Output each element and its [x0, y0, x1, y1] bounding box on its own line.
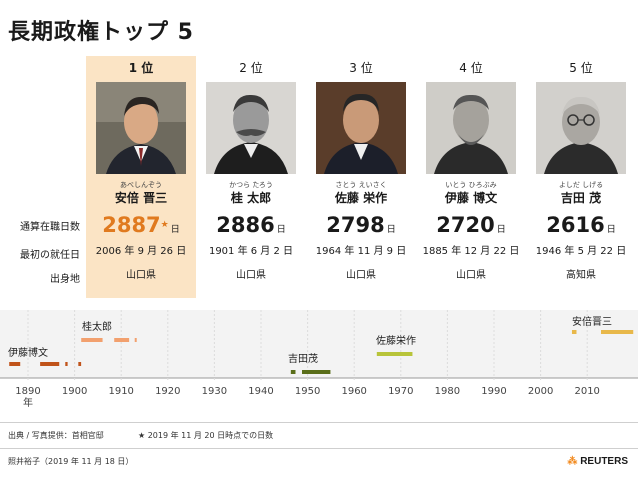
- row-label-origin: 出身地: [50, 274, 80, 285]
- series-label: 吉田茂: [288, 352, 318, 365]
- leader-name: 桂 太郎: [230, 191, 272, 205]
- leader-name: 伊藤 博文: [444, 191, 498, 205]
- name-reading: かつら たろう: [229, 181, 273, 189]
- portrait-photo: [316, 82, 406, 174]
- rank-label: 4 位: [459, 61, 483, 75]
- tenure-bar: [302, 370, 331, 374]
- series-label: 伊藤博文: [8, 346, 48, 359]
- footer-divider: [0, 422, 638, 423]
- name-reading: いとう ひろぶみ: [445, 181, 497, 189]
- name-reading: さとう えいさく: [335, 181, 387, 189]
- tenure-bar: [78, 362, 82, 366]
- start-date: 1885 年 12 月 22 日: [422, 246, 520, 257]
- portrait-photo: [96, 82, 186, 174]
- leader-name: 佐藤 栄作: [334, 191, 388, 205]
- footer-divider-2: [0, 448, 638, 449]
- days-value: 2616: [546, 213, 605, 237]
- timeline-tick-label: 1930: [202, 386, 227, 397]
- timeline-tick-label: 1940: [248, 386, 273, 397]
- timeline-tick-label: 2010: [574, 386, 599, 397]
- start-date: 2006 年 9 月 26 日: [95, 246, 187, 257]
- timeline-tick-label: 1980: [435, 386, 460, 397]
- rank-label: 5 位: [569, 61, 593, 75]
- portrait-photo: [536, 82, 626, 174]
- birthplace: 山口県: [346, 270, 376, 281]
- days-value: 2798: [326, 213, 385, 237]
- series-label: 桂太郎: [82, 320, 112, 333]
- tenure-bar: [65, 362, 68, 366]
- source-credit: 出典 / 写真提供：首相官邸: [8, 431, 104, 440]
- reuters-brand: REUTERS: [580, 456, 628, 467]
- reuters-dots-icon: ⁂: [567, 456, 578, 467]
- tenure-days: 2616 日: [526, 212, 636, 238]
- timeline-tick-label: 1900: [62, 386, 87, 397]
- tenure-days: 2798 日: [306, 212, 416, 238]
- portrait-photo: [206, 82, 296, 174]
- tenure-bar: [571, 330, 577, 334]
- timeline-tick-label: 1960: [341, 386, 366, 397]
- start-date: 1901 年 6 月 2 日: [208, 246, 294, 257]
- leader-card-4: 4 位 いとう ひろぶみ 伊藤 博文 2720 日 1885 年 12 月 22 …: [416, 56, 526, 286]
- tenure-days: 2720 日: [416, 212, 526, 238]
- days-unit: 日: [606, 225, 616, 235]
- star-footnote: ★ 2019 年 11 月 20 日時点での日数: [138, 431, 274, 440]
- timeline-tick-label: 1990: [481, 386, 506, 397]
- leader-card-5: 5 位 よしだ しげる 吉田 茂 2616 日 1946 年 5 月 22 日 高…: [526, 56, 636, 286]
- tenure-bar: [114, 338, 130, 342]
- tenure-bar: [600, 330, 634, 334]
- days-unit: 日: [386, 225, 396, 235]
- row-label-start: 最初の就任日: [20, 250, 80, 261]
- timeline-tick-label: 1910: [108, 386, 133, 397]
- leader-card-1: 1 位 あべしんぞう 安倍 晋三 2887★ 日 2006 年 9 月 26 日 …: [86, 56, 196, 286]
- timeline-tick-label: 1890: [15, 386, 40, 397]
- timeline-tick-label: 1970: [388, 386, 413, 397]
- name-reading: あべしんぞう: [120, 181, 162, 189]
- days-unit: 日: [170, 225, 180, 235]
- birthplace: 山口県: [126, 270, 156, 281]
- timeline-tick-label: 1920: [155, 386, 180, 397]
- page-title: 長期政権トップ 5: [8, 20, 194, 45]
- tenure-bar: [376, 352, 413, 356]
- days-unit: 日: [276, 225, 286, 235]
- days-value: 2720: [436, 213, 495, 237]
- tenure-bar: [134, 338, 137, 342]
- author-credit: 照井裕子（2019 年 11 月 18 日）: [8, 457, 134, 466]
- tenure-bar: [290, 370, 296, 374]
- leader-card-2: 2 位 かつら たろう 桂 太郎 2886 日 1901 年 6 月 2 日 山口…: [196, 56, 306, 286]
- portrait-photo: [426, 82, 516, 174]
- start-date: 1964 年 11 月 9 日: [315, 246, 407, 257]
- series-label: 安倍晋三: [572, 315, 612, 328]
- star-mark: ★: [160, 220, 169, 230]
- tenure-timeline: 1890 1900 1910 1920 1930 1940 1950 1960 1970 1980…: [0, 310, 638, 409]
- reuters-logo: ⁂ REUTERS: [567, 456, 628, 467]
- timeline-tick-label: 2000: [528, 386, 553, 397]
- days-value: 2887: [102, 213, 161, 237]
- tenure-days: 2887★ 日: [86, 212, 196, 238]
- timeline-band: [0, 310, 638, 378]
- birthplace: 山口県: [236, 270, 266, 281]
- start-date: 1946 年 5 月 22 日: [535, 246, 627, 257]
- tenure-bar: [9, 362, 21, 366]
- tenure-bar: [81, 338, 103, 342]
- timeline-year-suffix: 年: [23, 396, 33, 409]
- series-label: 佐藤栄作: [376, 335, 416, 347]
- tenure-bar: [40, 362, 60, 366]
- rank-label: 3 位: [349, 61, 373, 75]
- leader-name: 吉田 茂: [560, 191, 602, 205]
- birthplace: 高知県: [566, 270, 596, 281]
- name-reading: よしだ しげる: [558, 181, 604, 189]
- rank-label: 1 位: [128, 61, 154, 75]
- leader-card-3: 3 位 さとう えいさく 佐藤 栄作 2798 日 1964 年 11 月 9 日…: [306, 56, 416, 286]
- timeline-tick-label: 1950: [295, 386, 320, 397]
- rank-label: 2 位: [239, 61, 263, 75]
- leader-name: 安倍 晋三: [114, 191, 168, 205]
- row-label-days: 通算在職日数: [20, 222, 80, 233]
- days-value: 2886: [216, 213, 275, 237]
- birthplace: 山口県: [456, 270, 486, 281]
- tenure-days: 2886 日: [196, 212, 306, 238]
- days-unit: 日: [496, 225, 506, 235]
